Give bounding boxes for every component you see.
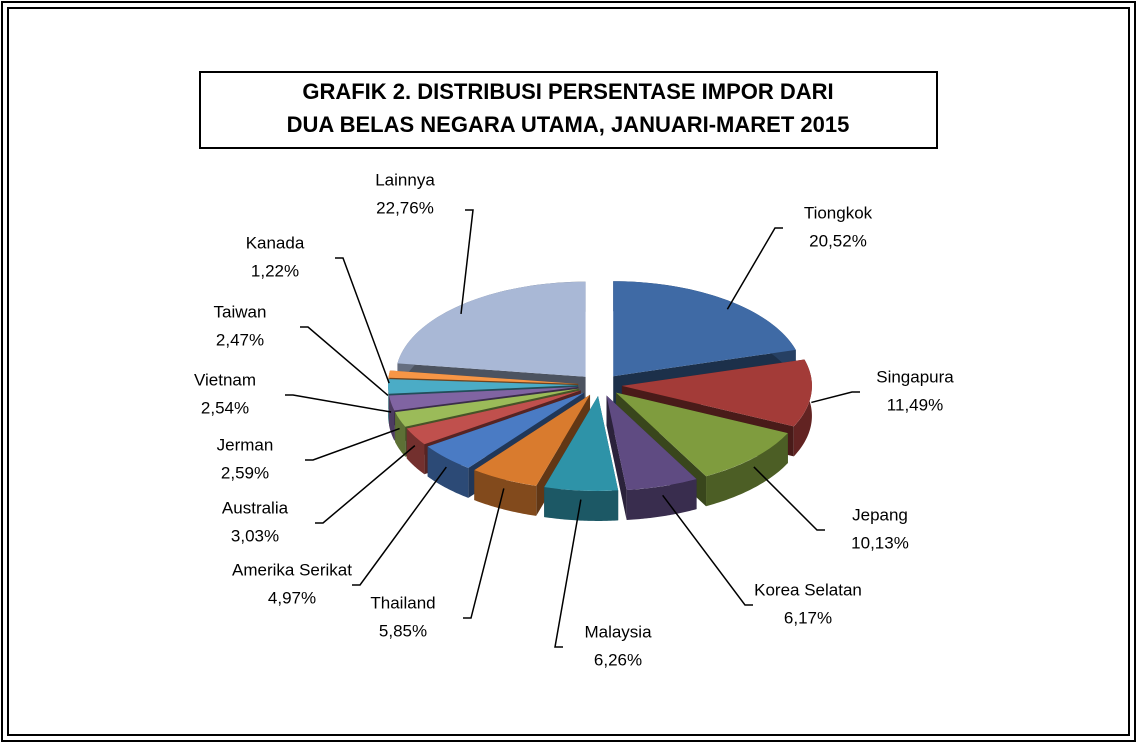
value-label: 5,85% (379, 621, 427, 640)
slice (613, 281, 796, 377)
leader-line (315, 445, 416, 524)
leader-line (463, 488, 505, 619)
slice-label: Amerika Serikat (232, 560, 352, 579)
slice-label: Lainnya (375, 170, 435, 189)
leader-line (300, 326, 389, 397)
slice (615, 392, 788, 477)
slice-side (544, 487, 619, 521)
leader-line (285, 394, 392, 413)
labels: Tiongkok 20,52% Singapura 11,49% Jepang 10,13… (194, 170, 954, 669)
leader-line (305, 427, 400, 461)
pie (388, 281, 812, 521)
slice (621, 359, 812, 427)
slice-label: Korea Selatan (754, 580, 862, 599)
slice (395, 388, 580, 427)
value-label: 2,47% (216, 330, 264, 349)
slice (544, 395, 619, 491)
slice-side (706, 433, 788, 507)
slice (406, 390, 581, 445)
value-label: 6,17% (784, 608, 832, 627)
slice-group (606, 395, 697, 520)
slice (427, 392, 585, 468)
slice (606, 395, 697, 490)
slice-label: Kanada (246, 233, 305, 252)
slice-label: Thailand (370, 593, 435, 612)
slice (474, 394, 591, 486)
leader-line (352, 466, 447, 586)
slice-label: Malaysia (584, 622, 652, 641)
chart-title: DUA BELAS NEGARA UTAMA, JANUARI-MARET 20… (287, 112, 850, 137)
value-label: 11,49% (887, 395, 943, 414)
leader-line (335, 257, 390, 384)
value-label: 1,22% (251, 261, 299, 280)
value-label: 6,26% (594, 650, 642, 669)
slice (397, 281, 586, 377)
slice-label: Jerman (217, 435, 274, 454)
value-label: 10,13% (851, 533, 909, 552)
slice-side (389, 395, 395, 441)
slice-label: Singapura (876, 367, 954, 386)
slice-label: Taiwan (214, 302, 267, 321)
slice-label: Jepang (852, 505, 908, 524)
value-label: 4,97% (268, 588, 316, 607)
slice (389, 386, 579, 411)
slice-side (626, 479, 697, 520)
leader-line (753, 466, 825, 531)
chart-title: GRAFIK 2. DISTRIBUSI PERSENTASE IMPOR DA… (302, 79, 833, 104)
slice-side (406, 428, 425, 475)
slice (388, 370, 579, 384)
slice-group (544, 395, 619, 521)
slice-wall (606, 395, 627, 520)
slice-side (427, 446, 469, 498)
value-label: 2,59% (221, 463, 269, 482)
value-label: 3,03% (231, 526, 279, 545)
slice-label: Vietnam (194, 370, 256, 389)
leader-line (554, 499, 582, 648)
slice-label: Tiongkok (804, 203, 873, 222)
value-label: 2,54% (201, 398, 249, 417)
inner-frame (7, 7, 1130, 736)
value-label: 20,52% (809, 231, 867, 250)
leader-line (662, 494, 753, 606)
leader-line (726, 227, 783, 310)
slice-side (395, 412, 406, 457)
leader-line (811, 391, 860, 404)
slice-side (474, 470, 537, 516)
slice (388, 379, 579, 394)
title-box (199, 71, 938, 149)
leader-line (460, 209, 474, 315)
slice-label: Australia (222, 498, 289, 517)
value-label: 22,76% (376, 198, 434, 217)
slice-side (388, 379, 389, 424)
